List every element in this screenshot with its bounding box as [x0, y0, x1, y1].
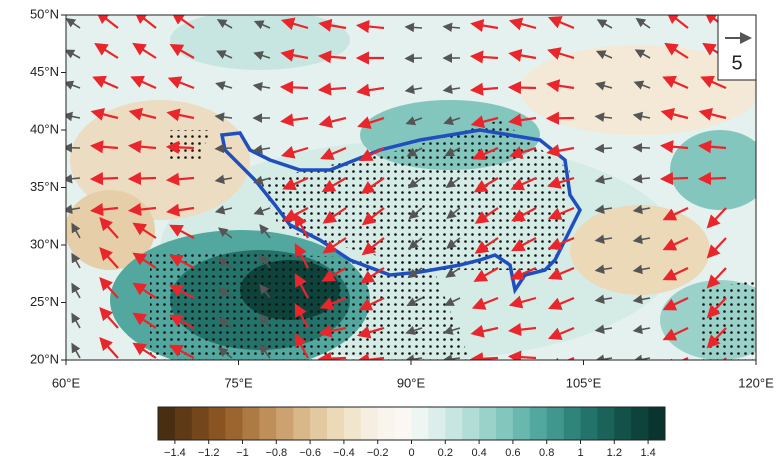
colorbar-swatch — [428, 407, 445, 440]
y-tick-label: 30°N — [30, 236, 59, 251]
colorbar-swatch — [276, 407, 293, 440]
wind-vector — [634, 147, 650, 148]
colorbar-swatch — [412, 407, 429, 440]
wind-vector — [700, 178, 726, 179]
colorbar-tick-label: 1 — [577, 447, 583, 459]
colorbar-swatch — [158, 407, 175, 440]
y-tick-label: 25°N — [30, 294, 59, 309]
wind-vector — [596, 148, 612, 149]
colorbar-tick-label: 0.6 — [505, 447, 520, 459]
x-tick-label: 105°E — [566, 375, 602, 390]
colorbar-swatch — [581, 407, 598, 440]
wind-vector — [708, 358, 726, 377]
colorbar-tick-label: −0.4 — [333, 447, 355, 459]
colorbar-swatch — [243, 407, 260, 440]
colorbar-tick-label: −0.2 — [367, 447, 389, 459]
wind-vector — [282, 87, 308, 88]
colorbar-swatch — [192, 407, 209, 440]
colorbar-tick-label: 1.4 — [640, 447, 655, 459]
colorbar-tick-label: 0.2 — [438, 447, 453, 459]
y-tick-label: 35°N — [30, 179, 59, 194]
colorbar-tick-label: −0.8 — [265, 447, 287, 459]
wind-vector — [406, 27, 422, 28]
colorbar-swatch — [361, 407, 378, 440]
colorbar-swatch — [259, 407, 276, 440]
x-tick-label: 120°E — [738, 375, 774, 390]
reference-vector: 5 — [718, 15, 756, 80]
colorbar-swatch — [293, 407, 310, 440]
wind-vector — [320, 358, 346, 359]
colorbar-swatch — [445, 407, 462, 440]
colorbar-swatch — [631, 407, 648, 440]
wind-vector — [662, 178, 688, 179]
colorbar-swatch — [496, 407, 513, 440]
colorbar-swatch — [513, 407, 530, 440]
colorbar-swatch — [327, 407, 344, 440]
colorbar-swatch — [597, 407, 614, 440]
x-tick-label: 90°E — [397, 375, 426, 390]
y-tick-label: 40°N — [30, 121, 59, 136]
colorbar-tick-label: 0.4 — [471, 447, 486, 459]
wind-vector — [216, 148, 232, 149]
map-field — [64, 10, 780, 377]
colorbar-swatch — [547, 407, 564, 440]
colorbar-tick-label: −1.4 — [164, 447, 186, 459]
colorbar-tick-label: 0.8 — [539, 447, 554, 459]
colorbar-swatch — [310, 407, 327, 440]
colorbar-tick-label: −0.6 — [299, 447, 321, 459]
colorbar-tick-label: 0 — [408, 447, 414, 459]
x-tick-label: 60°E — [52, 375, 81, 390]
wind-vector — [472, 358, 498, 359]
colorbar-swatch — [226, 407, 243, 440]
colorbar-swatch — [530, 407, 547, 440]
wind-vector — [130, 178, 156, 179]
wind-vector — [510, 356, 536, 358]
colorbar-swatch — [395, 407, 412, 440]
colorbar-tick-label: 1.2 — [607, 447, 622, 459]
colorbar-swatch — [462, 407, 479, 440]
colorbar-swatch — [209, 407, 226, 440]
colorbar-swatch — [479, 407, 496, 440]
y-tick-label: 50°N — [30, 6, 59, 21]
colorbar-swatch — [564, 407, 581, 440]
x-tick-label: 75°E — [224, 375, 253, 390]
colorbar-tick-label: −1 — [236, 447, 249, 459]
y-tick-label: 45°N — [30, 64, 59, 79]
wind-vector — [168, 147, 194, 148]
colorbar-swatch — [648, 407, 665, 440]
reference-vector-label: 5 — [731, 52, 742, 74]
colorbar-tick-label: −1.2 — [198, 447, 220, 459]
y-tick-label: 20°N — [30, 351, 59, 366]
colorbar-swatch — [378, 407, 395, 440]
colorbar-swatch — [614, 407, 631, 440]
colorbar-swatch — [344, 407, 361, 440]
wind-vector — [510, 87, 536, 88]
wind-vector — [92, 178, 118, 179]
colorbar-swatch — [175, 407, 192, 440]
